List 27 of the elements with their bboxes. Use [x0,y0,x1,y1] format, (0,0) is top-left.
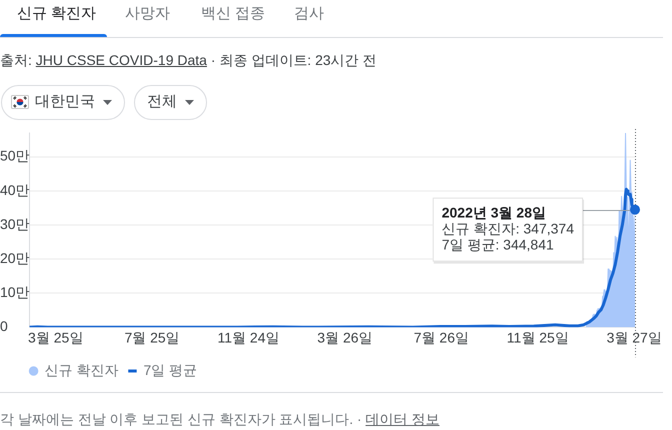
legend-label: 7일 평균 [143,362,198,378]
x-tick-label: 7월 26일 [414,329,469,346]
y-tick-label: 40만 [0,182,30,198]
text: 각 날짜에는 전날 이후 보고된 신규 확진자가 표시됩니다. · [0,411,362,427]
y-tick-label: 0 [0,318,8,334]
text: 백신 접종 [201,5,266,23]
legend-label: 신규 확진자 [44,362,118,378]
dropdown-button: 전체 [134,85,207,120]
source-note: 출처: [0,52,32,68]
y-tick-label: 10만 [0,284,30,300]
x-tick-label: 11월 25일 [506,329,569,346]
text: 신규 확진자 [17,5,96,23]
x-tick-label: 3월 25일 [28,329,84,346]
x-tick-label: 7월 25일 [124,329,180,346]
text: JHU CSSE COVID-19 Data [36,52,207,68]
text: 데이터 정보 [366,411,440,427]
x-tick-label: 11월 24일 [218,329,280,346]
text: 검사 [294,5,324,23]
y-tick-label: 50만 [0,148,30,164]
text: 사망자 [125,5,170,23]
dropdown-button: 대한민국 [1,85,125,120]
y-tick-label: 30만 [0,216,30,232]
x-tick-label: 3월 27일 [606,329,662,346]
y-tick-label: 20만 [0,250,30,266]
annotation: 2022년 3월 28일 신규 확진자: 347,374 7일 평균: 344,841 [442,204,574,253]
x-tick-label: 3월 26일 [317,329,373,346]
text: · 최종 업데이트: 23시간 전 [210,52,377,68]
